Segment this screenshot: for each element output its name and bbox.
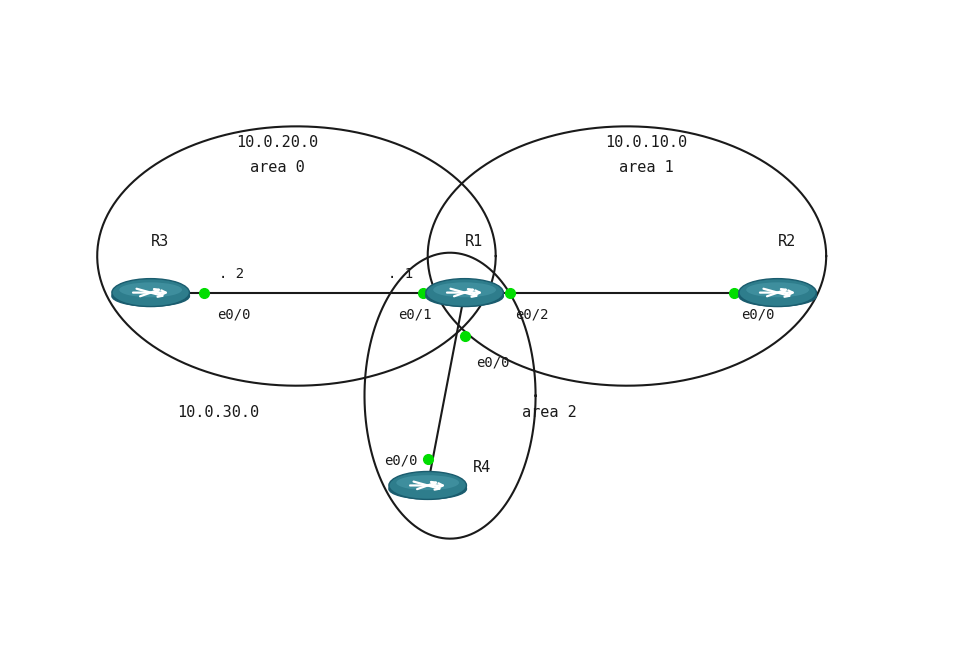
Text: . 2: . 2	[219, 267, 244, 281]
Ellipse shape	[739, 286, 816, 306]
Text: R1: R1	[465, 234, 483, 249]
Ellipse shape	[397, 475, 459, 490]
Text: area 1: area 1	[619, 160, 674, 175]
Ellipse shape	[389, 471, 467, 499]
Ellipse shape	[112, 279, 190, 307]
Text: e0/0: e0/0	[741, 307, 774, 321]
Ellipse shape	[389, 479, 467, 499]
Text: R4: R4	[473, 460, 492, 475]
Ellipse shape	[739, 279, 816, 307]
Text: R3: R3	[151, 234, 169, 249]
Text: area 0: area 0	[250, 160, 304, 175]
Ellipse shape	[746, 283, 809, 297]
Text: 10.0.20.0: 10.0.20.0	[236, 136, 318, 150]
Text: 10.0.10.0: 10.0.10.0	[606, 136, 687, 150]
Text: e0/2: e0/2	[515, 307, 548, 321]
Text: e0/0: e0/0	[384, 454, 417, 467]
Text: e0/1: e0/1	[399, 307, 432, 321]
Text: R2: R2	[778, 234, 796, 249]
Text: . 1: . 1	[388, 267, 413, 281]
Text: e0/0: e0/0	[476, 356, 509, 370]
Ellipse shape	[426, 279, 503, 307]
Ellipse shape	[434, 283, 496, 297]
Ellipse shape	[426, 286, 503, 306]
Text: 10.0.30.0: 10.0.30.0	[178, 405, 260, 420]
Ellipse shape	[120, 283, 182, 297]
Ellipse shape	[112, 286, 190, 306]
Text: e0/0: e0/0	[217, 307, 250, 321]
Text: area 2: area 2	[522, 405, 576, 420]
